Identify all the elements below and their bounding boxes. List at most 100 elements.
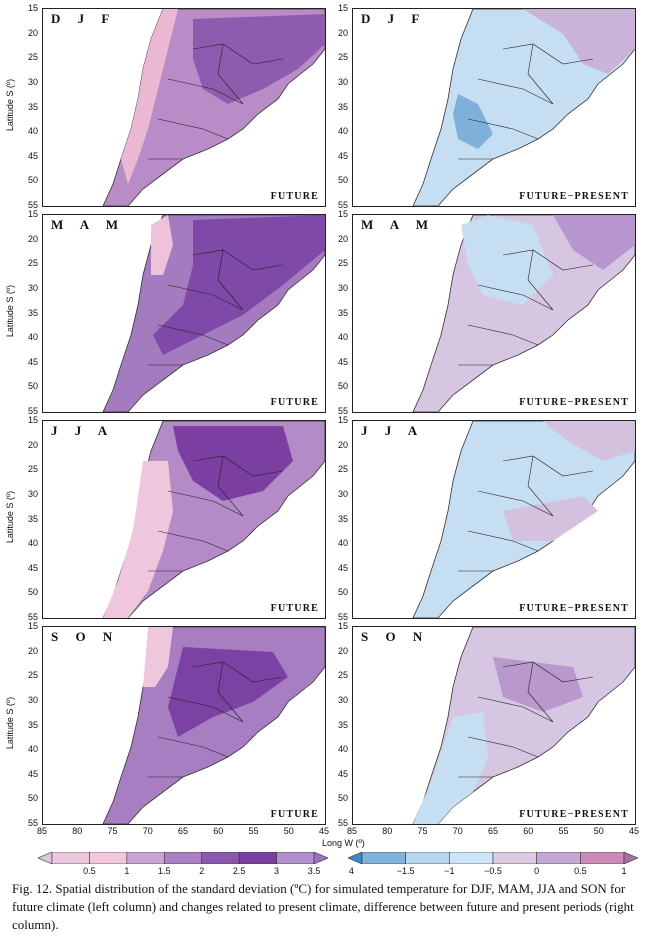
y-tick-label: 40 (337, 126, 348, 137)
y-tick-label: 30 (337, 694, 348, 705)
y-tick-label: 55 (27, 200, 38, 210)
map-svg (102, 627, 325, 824)
colorbar-tick-label: −1.5 (396, 866, 415, 876)
y-axis-title: Latitude S (º) (5, 490, 15, 544)
colorbar-tick-label: 1 (621, 866, 627, 876)
colorbar-arrow-left (38, 852, 53, 864)
y-tick-label: 55 (27, 818, 38, 828)
y-tick-label: 45 (337, 768, 348, 779)
region-positive (553, 215, 635, 270)
colorbar-tick-label: 3 (274, 866, 280, 876)
y-tick-label: 20 (27, 27, 38, 38)
colorbar-tick-label: −1 (444, 866, 455, 876)
y-tick-label: 25 (27, 670, 38, 681)
x-tick-label: 80 (382, 826, 393, 836)
y-tick-label: 20 (337, 233, 348, 244)
y-tick-label: 25 (337, 670, 348, 681)
panel-label-future: FUTURE (270, 397, 319, 408)
figure-caption: Fig. 12. Spatial distribution of the sta… (12, 881, 634, 932)
colorbar-tick-label: 2 (199, 866, 205, 876)
panel-label-future: FUTURE (270, 603, 319, 614)
y-tick-label: 55 (27, 406, 38, 416)
y-tick-label: 55 (337, 818, 348, 828)
y-tick-label: 35 (337, 307, 348, 318)
borders (148, 249, 284, 366)
y-tick-label: 50 (27, 793, 38, 804)
panel-djf-diff: D J F FUTURE−PRESENT (352, 8, 636, 207)
map-svg (412, 421, 635, 618)
y-tick-label: 25 (337, 258, 348, 269)
map-svg (412, 215, 635, 412)
y-tick-label: 35 (337, 101, 348, 112)
borders (148, 43, 284, 160)
y-tick-label: 20 (27, 439, 38, 450)
y-tick-label: 30 (337, 488, 348, 499)
colorbar-tick-label: 0.5 (574, 866, 587, 876)
borders (458, 249, 594, 366)
panel-mam-future: M A M FUTURE (42, 214, 326, 413)
season-label: D J F (361, 11, 427, 26)
colorbar-arrow-right (313, 852, 328, 864)
region-low (121, 9, 178, 184)
colorbar-arrow-left (348, 852, 363, 864)
y-tick-label: 50 (27, 587, 38, 598)
panel-label-diff: FUTURE−PRESENT (519, 809, 629, 820)
panel-label-diff: FUTURE−PRESENT (519, 397, 629, 408)
panel-djf-future: D J F FUTURE (42, 8, 326, 207)
y-tick-label: 45 (337, 150, 348, 161)
y-tick-label: 30 (27, 282, 38, 293)
region-high (153, 215, 325, 355)
y-tick-label: 55 (337, 200, 348, 210)
colorbar-segment (492, 852, 537, 864)
y-tick-label: 15 (27, 621, 38, 631)
season-label: D J F (51, 11, 117, 26)
x-tick-label: 65 (177, 826, 188, 836)
y-tick-label: 35 (27, 307, 38, 318)
region-low (151, 215, 173, 275)
season-label: J J A (51, 423, 115, 438)
y-tick-label: 15 (27, 3, 38, 13)
y-tick-label: 55 (27, 612, 38, 622)
y-tick-label: 45 (337, 562, 348, 573)
colorbar-tick-label: 0.5 (83, 866, 96, 876)
x-tick-label: 55 (248, 826, 259, 836)
y-tick-label: 30 (27, 76, 38, 87)
colorbar-tick-label: 3.5 (307, 866, 321, 876)
y-tick-label: 15 (337, 3, 348, 13)
season-label: S O N (361, 629, 430, 644)
colorbar-tick-label: 2.5 (232, 866, 246, 876)
y-tick-label: 25 (27, 464, 38, 475)
y-tick-label: 15 (337, 621, 348, 631)
panel-jja-future: J J A FUTURE (42, 420, 326, 619)
y-tick-label: 50 (337, 793, 348, 804)
region-positive (493, 657, 583, 712)
y-tick-label: 25 (27, 52, 38, 63)
y-tick-label: 35 (27, 101, 38, 112)
x-tick-label: 60 (523, 826, 534, 836)
x-tick-label: 65 (487, 826, 498, 836)
y-tick-label: 15 (337, 209, 348, 219)
season-label: M A M (361, 217, 435, 232)
region-negative (413, 712, 488, 824)
x-tick-label: 60 (213, 826, 224, 836)
colorbar-segment (89, 852, 128, 864)
colorbar-tick-label: 1 (124, 866, 130, 876)
colorbar-segment (361, 852, 406, 864)
x-tick-label: 45 (318, 826, 329, 836)
colorbar-segment (536, 852, 581, 864)
y-axis-title: Latitude S (º) (5, 696, 15, 750)
colorbar-segment (580, 852, 625, 864)
colorbar-right (348, 852, 638, 864)
panel-label-future: FUTURE (270, 809, 319, 820)
x-tick-label: 75 (107, 826, 118, 836)
x-tick-label: 70 (452, 826, 463, 836)
season-label: J J A (361, 423, 425, 438)
y-tick-label: 20 (27, 645, 38, 656)
colorbar-segment (126, 852, 165, 864)
y-tick-label: 30 (27, 694, 38, 705)
season-label: S O N (51, 629, 120, 644)
panel-label-diff: FUTURE−PRESENT (519, 603, 629, 614)
y-tick-label: 50 (27, 381, 38, 392)
y-tick-label: 25 (27, 258, 38, 269)
colorbar-segment (201, 852, 240, 864)
